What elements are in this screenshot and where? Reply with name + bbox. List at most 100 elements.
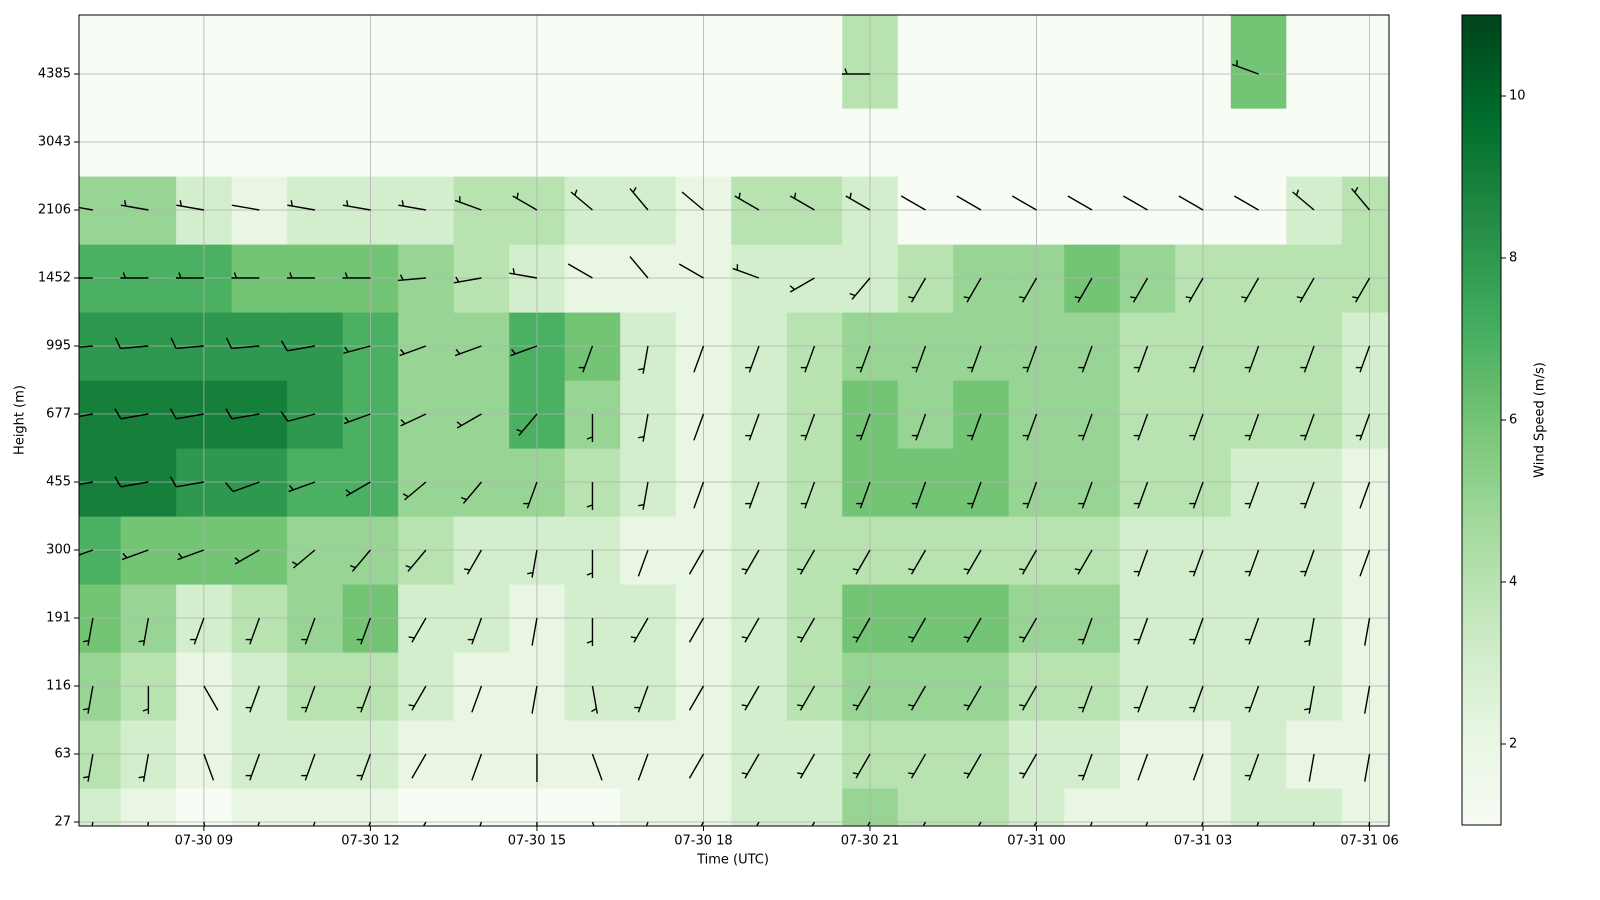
wind-barb [456,413,482,429]
wind-barb [741,685,760,711]
heatmap-cell [453,15,510,109]
y-tick-label: 300 [46,543,71,558]
wind-barb [531,685,538,714]
wind-barb [225,481,260,493]
colorbar-gradient [1462,768,1501,777]
colorbar-gradient [1462,444,1501,453]
wind-barb [693,481,705,509]
wind-barb [745,345,760,373]
wind-barb [1011,195,1037,211]
wind-barb [114,476,149,488]
colorbar-gradient [1462,582,1501,591]
wind-barb [1232,60,1259,75]
wind-barb [1133,413,1149,441]
wind-barb [245,685,261,713]
wind-barb [967,413,982,441]
wind-barb [82,685,94,714]
colorbar-gradient [1462,322,1501,332]
y-tick-label: 4385 [38,67,71,82]
heatmap-cell [1119,15,1176,109]
wind-barb [800,413,816,441]
wind-barb [1133,345,1149,373]
heatmap-cell [398,788,455,826]
wind-barb [1178,195,1204,211]
wind-barb [225,337,260,350]
x-tick-label: 07-30 21 [841,834,899,849]
heatmap-cell [1286,15,1343,109]
wind-barb [1351,186,1371,211]
wind-barb [789,277,815,293]
wind-barb [852,685,871,711]
colorbar-gradient [1462,420,1501,429]
wind-barb [1352,277,1371,303]
colorbar-gradient [1462,476,1501,486]
wind-barb [1308,753,1315,782]
y-tick-label: 191 [46,611,71,626]
wind-barb [688,549,705,575]
wind-barb [203,753,215,781]
wind-barb [629,256,649,279]
colorbar-gradient [1462,679,1501,688]
colorbar-gradient [1462,177,1501,186]
wind-barb [586,550,594,578]
wind-barb [169,476,205,488]
wind-barb [638,481,649,510]
heatmap-cell [953,15,1010,109]
colorbar-gradient [1462,727,1501,737]
wind-barb [460,481,482,504]
colorbar-gradient [1462,776,1501,785]
wind-barb [797,753,816,779]
wind-barb [231,272,260,279]
heatmap-cell [287,788,344,826]
colorbar-tick-label: 8 [1509,251,1517,266]
wind-barb [1244,345,1260,373]
colorbar-gradient [1462,492,1501,502]
y-axis-label: Height (m) [13,385,28,455]
wind-barb [1244,753,1260,781]
wind-barb [1300,549,1315,577]
heatmap-cell [564,15,621,109]
heatmap-cell [620,15,677,109]
colorbar-gradient [1462,15,1501,24]
wind-barb [911,413,927,441]
wind-barb [638,413,649,442]
wind-barb [578,345,594,373]
wind-barb [1244,481,1260,509]
colorbar-gradient [1462,695,1501,704]
colorbar-gradient [1462,363,1501,372]
colorbar-gradient [1462,452,1501,461]
colorbar-gradient [1462,217,1501,227]
wind-barb [342,200,371,211]
wind-barb [797,685,816,711]
colorbar-gradient [1462,663,1501,672]
y-tick-label: 677 [46,407,71,422]
wind-barb [591,685,599,714]
wind-barb [400,413,427,427]
wind-barb [411,753,427,779]
heatmap-cell [120,15,177,109]
colorbar-gradient [1462,800,1501,810]
wind-barb [1189,617,1204,645]
heatmap-cell [953,788,1010,826]
colorbar-gradient [1462,752,1501,761]
wind-barb [280,411,316,422]
colorbar-gradient [1462,31,1501,40]
wind-barb [586,482,594,510]
heatmap-cell [120,788,177,826]
wind-barb [121,549,149,561]
heatmap-cell [786,15,843,109]
colorbar-gradient [1462,266,1501,275]
wind-barb [734,192,760,211]
wind-barb [1300,413,1315,441]
y-tick-label: 3043 [38,135,71,150]
colorbar-gradient [1462,525,1501,534]
colorbar-gradient [1462,209,1501,218]
wind-barb [1078,345,1093,373]
wind-barb [586,414,594,442]
plot-frame [78,14,1390,827]
colorbar-gradient [1462,590,1501,599]
wind-barb [1137,753,1149,781]
wind-barb [1300,481,1315,509]
wind-barb [291,549,316,569]
wind-barb [402,481,427,501]
